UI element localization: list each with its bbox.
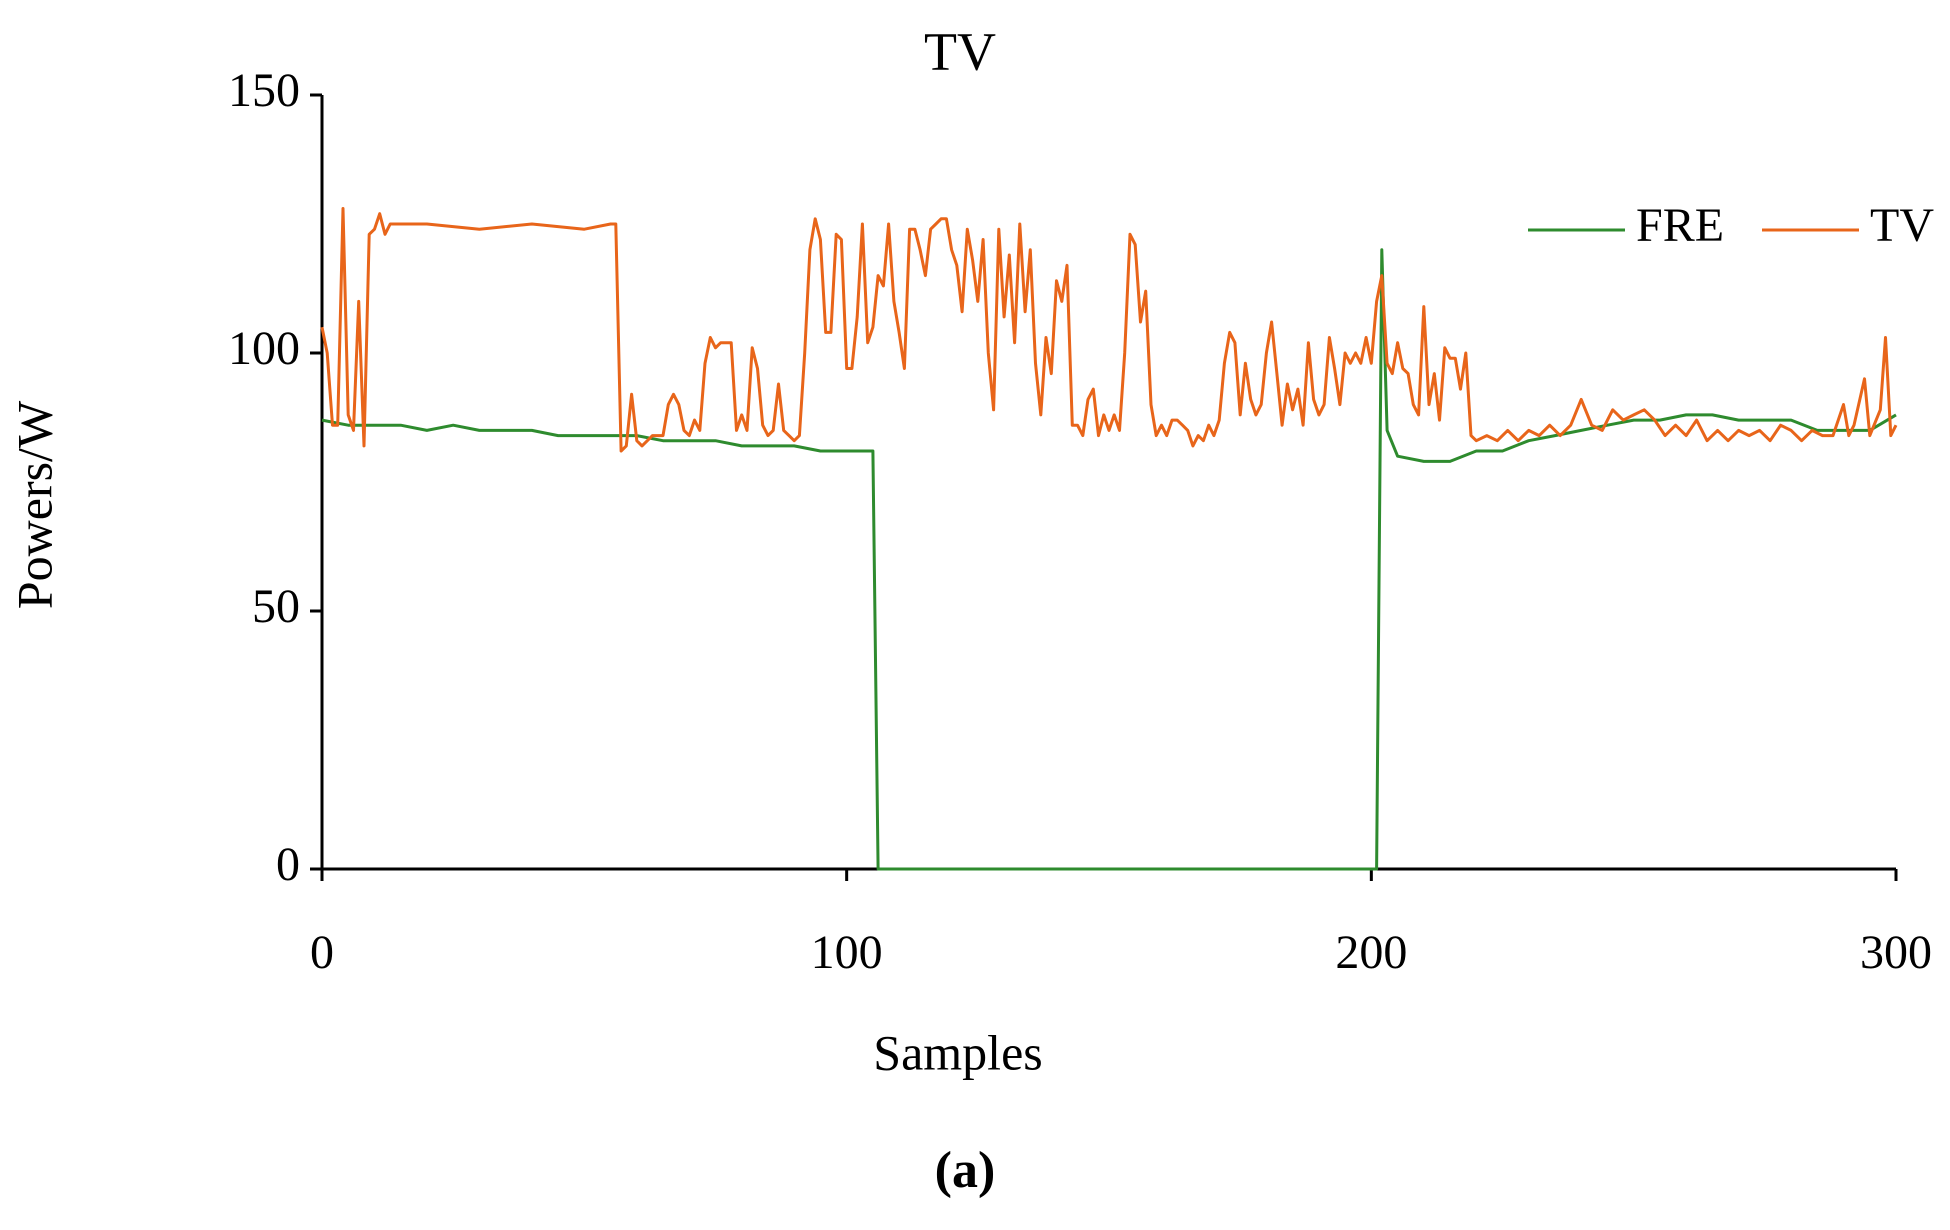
y-tick-label: 150 — [228, 64, 300, 117]
legend-label: FRE — [1636, 199, 1724, 252]
data-line — [320, 207, 1898, 453]
x-tick-label: 100 — [811, 926, 883, 979]
chart-title: TV — [924, 21, 996, 81]
x-tick-label: 200 — [1335, 926, 1407, 979]
x-tick-label: 300 — [1860, 926, 1932, 979]
legend-label: TV — [1870, 199, 1934, 252]
caption: (a) — [935, 1142, 996, 1199]
y-tick-label: 50 — [252, 580, 300, 633]
y-tick-label: 100 — [228, 322, 300, 375]
y-tick-label: 0 — [276, 838, 300, 891]
x-tick-label: 0 — [310, 926, 334, 979]
data-line — [321, 248, 1897, 871]
y-axis-label: Powers/W — [6, 400, 62, 609]
x-axis-label: Samples — [873, 1024, 1042, 1080]
